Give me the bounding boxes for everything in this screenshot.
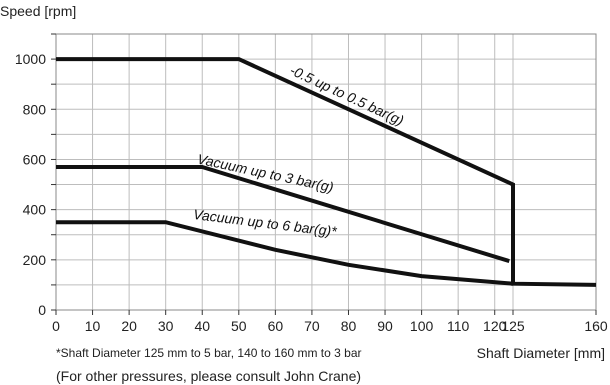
- y-tick-label: 600: [23, 151, 47, 167]
- x-tick-label: 40: [194, 318, 210, 334]
- x-axis-title: Shaft Diameter [mm]: [477, 345, 605, 361]
- x-tick-label: 20: [121, 318, 137, 334]
- y-tick-label: 400: [23, 202, 47, 218]
- x-tick-label: 80: [341, 318, 357, 334]
- series-lines: [56, 57, 597, 287]
- x-tick-label: 50: [231, 318, 247, 334]
- x-tick-label: 125: [501, 318, 525, 334]
- x-tick-label: 100: [410, 318, 434, 334]
- y-axis-ticks: 0 200 400 600 800 1000: [15, 33, 56, 318]
- x-tick-label: 90: [377, 318, 393, 334]
- series-line-1: [56, 57, 597, 287]
- series-line-3: [56, 220, 514, 286]
- y-tick-label: 800: [23, 101, 47, 117]
- x-tick-label: 10: [85, 318, 101, 334]
- x-tick-label: 0: [52, 318, 60, 334]
- y-axis-title: Speed [rpm]: [0, 3, 76, 19]
- x-tick-label: 60: [268, 318, 284, 334]
- y-tick-label: 1000: [15, 51, 46, 67]
- plot-frame: [55, 33, 597, 311]
- series-line-2: [56, 165, 510, 264]
- x-tick-label: 110: [447, 318, 470, 334]
- y-tick-label: 0: [38, 302, 46, 318]
- y-tick-label: 200: [23, 252, 47, 268]
- footnote: *Shaft Diameter 125 mm to 5 bar, 140 to …: [56, 346, 362, 360]
- x-tick-label: 160: [584, 318, 608, 334]
- x-tick-label: 70: [304, 318, 320, 334]
- x-tick-label: 30: [158, 318, 174, 334]
- series-label-1: -0.5 up to 0.5 bar(g): [287, 62, 406, 129]
- x-tick-label: 120: [483, 318, 507, 334]
- consult-note: (For other pressures, please consult Joh…: [56, 368, 361, 384]
